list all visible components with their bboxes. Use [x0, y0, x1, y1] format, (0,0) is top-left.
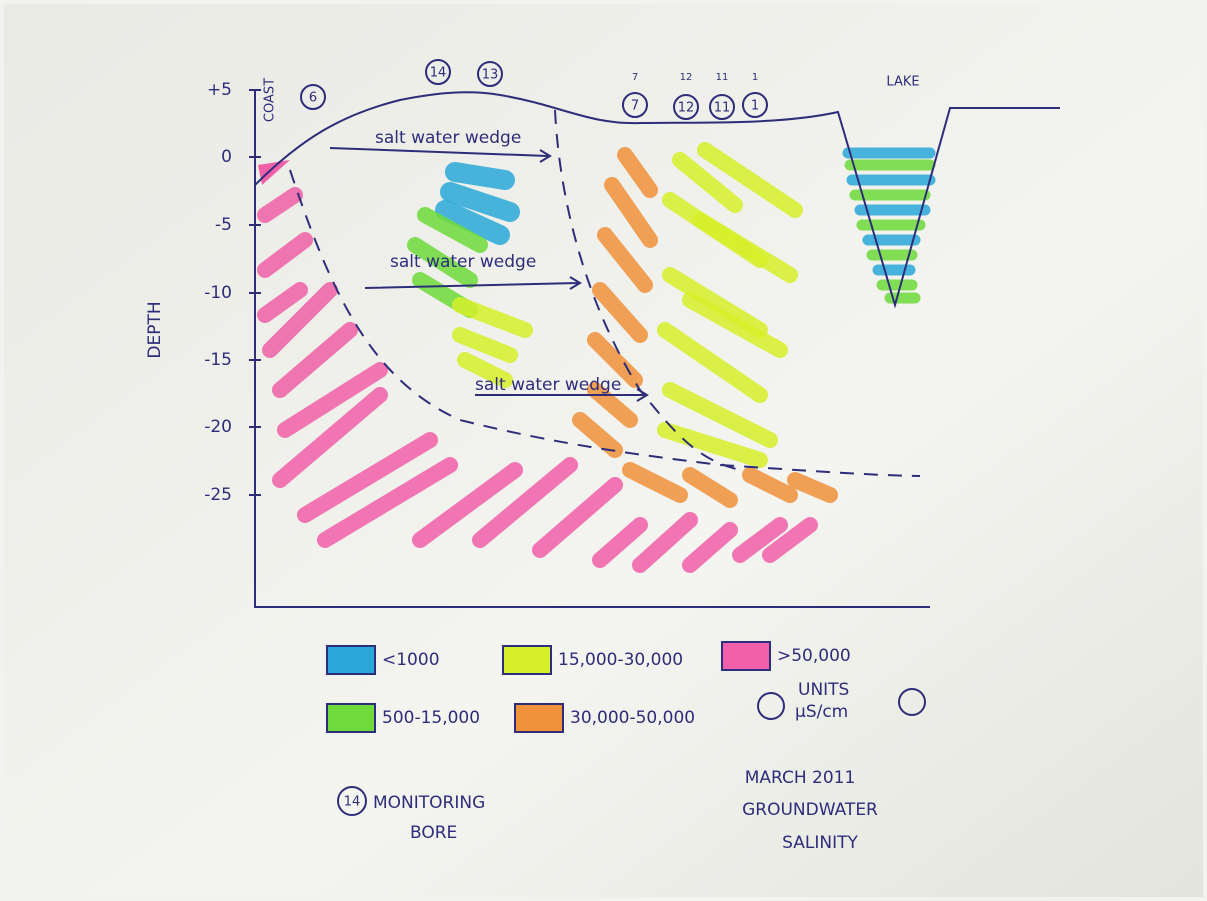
place-label: LAKE	[886, 75, 919, 90]
units-value: µS/cm	[795, 702, 848, 722]
place-label: COAST	[263, 78, 278, 122]
bore-mark: 1	[752, 72, 758, 83]
arrow-label: salt water wedge	[390, 252, 536, 272]
bore-label: 11	[714, 101, 731, 116]
arrow-label: salt water wedge	[475, 375, 621, 395]
bore-label: 14	[430, 66, 447, 81]
bore-label: 13	[482, 68, 499, 83]
bore-mark: 12	[680, 72, 693, 83]
bore-label: 12	[678, 101, 695, 116]
caption: GROUNDWATER	[742, 800, 878, 820]
bore-mark: 7	[632, 72, 638, 83]
legend-swatch	[327, 704, 375, 732]
legend-label: 15,000-30,000	[558, 650, 683, 670]
legend-swatch	[503, 646, 551, 674]
legend-swatch	[515, 704, 563, 732]
key-label: MONITORING	[373, 793, 485, 813]
units-title: UNITS	[798, 680, 849, 700]
bore-mark: 11	[716, 72, 729, 83]
arrow-label: salt water wedge	[375, 128, 521, 148]
tick-label: -20	[204, 417, 232, 437]
legend-swatch	[722, 642, 770, 670]
legend-label: >50,000	[777, 646, 851, 666]
tick-label: -15	[204, 350, 232, 370]
salinity-stroke	[455, 172, 505, 180]
bore-label: 1	[751, 99, 759, 114]
tick-label: -25	[204, 485, 232, 505]
key-label: BORE	[410, 823, 457, 843]
caption: MARCH 2011	[745, 768, 856, 788]
tick-label: -10	[204, 283, 232, 303]
tick-label: -5	[215, 215, 232, 235]
bore-label: 6	[309, 91, 317, 106]
legend-swatch	[327, 646, 375, 674]
legend-label: 30,000-50,000	[570, 708, 695, 728]
tick-label: +5	[207, 80, 232, 100]
key-symbol: 14	[344, 795, 361, 810]
diagram: salt water wedge salt water wedge salt w…	[0, 0, 1207, 901]
tick-label: 0	[221, 147, 232, 167]
legend-label: <1000	[382, 650, 440, 670]
caption: SALINITY	[782, 833, 858, 853]
legend-label: 500-15,000	[382, 708, 480, 728]
bore-label: 7	[631, 99, 639, 114]
axis-label: DEPTH	[145, 301, 165, 358]
